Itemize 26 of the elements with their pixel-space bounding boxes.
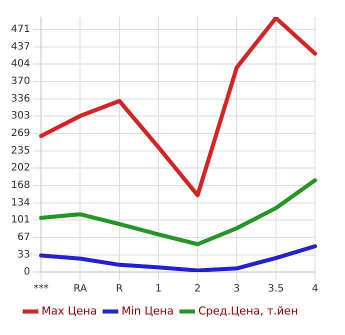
y-tick-label: 269 (10, 128, 30, 140)
y-tick-label: 336 (10, 94, 30, 105)
y-tick-label: 33 (17, 250, 30, 261)
y-tick-label: 303 (10, 110, 30, 122)
legend-label: Сред.Цена, т.йен (198, 304, 298, 318)
x-tick-label: 1 (155, 284, 162, 295)
x-tick-label: 3.5 (268, 284, 284, 295)
y-tick-label: 134 (10, 198, 30, 209)
x-tick-label: RA (74, 284, 88, 295)
x-tick-label: 2 (194, 284, 201, 295)
x-tick-label: 4 (312, 284, 318, 295)
y-tick-label: 437 (10, 41, 30, 52)
x-tick-label: *** (34, 284, 49, 295)
y-tick-label: 471 (10, 24, 30, 35)
x-tick-label: 3 (234, 284, 240, 295)
y-tick-label: 67 (17, 232, 30, 244)
y-tick-label: 101 (10, 214, 30, 226)
y-tick-label: 202 (10, 162, 30, 174)
y-tick-label: 235 (10, 146, 30, 157)
y-tick-label: 404 (10, 58, 30, 70)
y-tick-label: 0 (24, 266, 30, 278)
x-tick-label: R (116, 284, 123, 295)
legend-label: Min Цена (121, 304, 174, 318)
y-tick-label: 168 (10, 180, 30, 192)
legend-label: Max Цена (41, 304, 97, 318)
y-tick-label: 370 (10, 76, 30, 87)
